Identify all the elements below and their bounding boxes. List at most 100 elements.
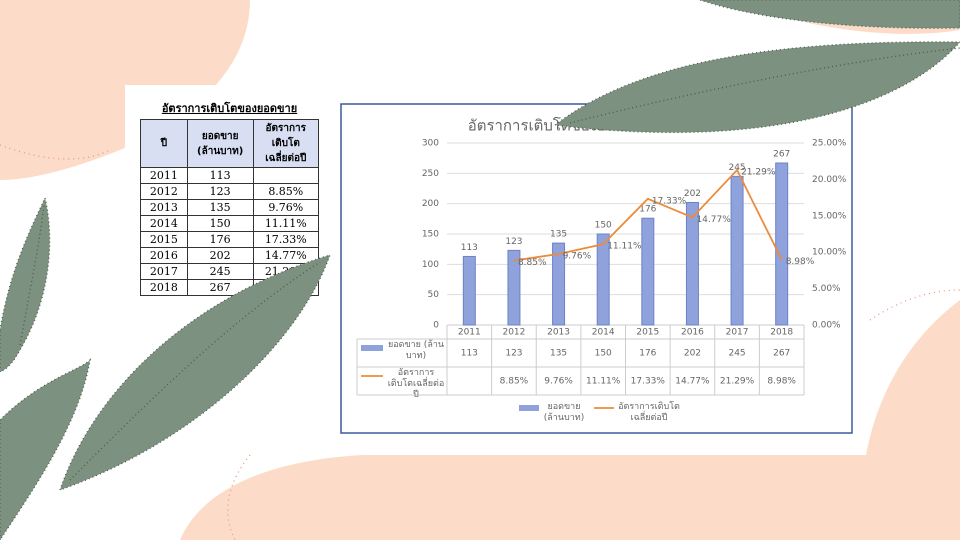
legend-key: [519, 405, 539, 411]
table-value: 113: [461, 349, 478, 359]
line-value-label: 9.76%: [563, 251, 592, 261]
row: 2016 202 14.77%: [140, 247, 320, 264]
legend-label: ยอดขาย (ล้านบาท): [543, 402, 585, 423]
bar-value-label: 267: [773, 150, 790, 160]
cell: [252, 167, 320, 184]
row: 2011 113: [140, 167, 320, 184]
header-line: ยอดขาย: [201, 130, 239, 142]
bar-value-label: 113: [461, 243, 478, 253]
table-value: 11.11%: [586, 377, 621, 387]
y-tick-label: 100: [422, 260, 439, 270]
header-line: (ล้านบาท): [197, 145, 244, 157]
x-tick-label: 2017: [726, 328, 749, 338]
y2-tick-label: 0.00%: [812, 321, 841, 331]
cell: 2013: [140, 199, 188, 216]
table-value: 8.98%: [767, 377, 796, 387]
row: 2017 245 21.29%: [140, 263, 320, 280]
cell: 9.76%: [252, 199, 320, 216]
cell: 11.11%: [252, 215, 320, 232]
cell: 21.29%: [252, 263, 320, 280]
y-tick-label: 0: [433, 321, 439, 331]
table-title: อัตราการเติบโตของยอดขาย: [161, 102, 298, 115]
table-row-label: อัตราการเติบโตเฉลี่ยต่อปี: [387, 368, 445, 400]
bar: [507, 249, 521, 326]
x-tick-label: 2012: [502, 328, 525, 338]
x-tick-label: 2015: [636, 328, 659, 338]
table-value: 202: [684, 349, 701, 359]
table-row-label: ยอดขาย (ล้านบาท): [387, 340, 445, 361]
cell: 176: [186, 231, 254, 248]
header-cell: อัตราการ เติบโต เฉลี่ยต่อปี: [252, 119, 320, 168]
header-line: ปี: [160, 138, 168, 149]
table-value: 245: [728, 349, 745, 359]
table-value: 21.29%: [720, 377, 755, 387]
bar: [552, 242, 566, 326]
y-tick-label: 300: [422, 139, 439, 149]
bar-value-label: 150: [595, 221, 612, 231]
bar-value-label: 123: [505, 237, 522, 247]
cell: 135: [186, 199, 254, 216]
cell: 2014: [140, 215, 188, 232]
header-cell: ยอดขาย (ล้านบาท): [186, 119, 254, 168]
line-value-label: 8.98%: [786, 257, 815, 267]
cell: 8.98%: [252, 279, 320, 296]
cell: 2015: [140, 231, 188, 248]
y2-tick-label: 10.00%: [812, 248, 847, 258]
table-value: 135: [550, 349, 567, 359]
cell: 2012: [140, 183, 188, 200]
x-tick-label: 2016: [681, 328, 704, 338]
y-tick-label: 250: [422, 169, 439, 179]
line: [513, 168, 783, 262]
y-tick-label: 200: [422, 199, 439, 209]
header-row: ปี ยอดขาย (ล้านบาท) อัตราการ เติบโต เฉลี่ยต่อ…: [140, 119, 320, 168]
cell: 2016: [140, 247, 188, 264]
line-value-label: 17.33%: [652, 196, 687, 206]
table-value: 17.33%: [631, 377, 666, 387]
table-value: 14.77%: [675, 377, 710, 387]
cell: 123: [186, 183, 254, 200]
x-tick-label: 2013: [547, 328, 570, 338]
table-legend-key: [361, 345, 383, 351]
bar-value-label: 245: [728, 163, 745, 173]
table-value: 176: [639, 349, 656, 359]
table: ปี ยอดขาย (ล้านบาท) อัตราการ เติบโต เฉลี่ยต่อ…: [140, 119, 320, 296]
cell: 245: [186, 263, 254, 280]
table-value: 8.85%: [500, 377, 529, 387]
cell: 113: [186, 167, 254, 184]
table-value: 9.76%: [544, 377, 573, 387]
row: 2018 267 8.98%: [140, 279, 320, 296]
y2-tick-label: 5.00%: [812, 284, 841, 294]
table-value: 267: [773, 349, 790, 359]
row: 2013 135 9.76%: [140, 199, 320, 216]
header-cell: ปี: [140, 119, 188, 168]
cell: 14.77%: [252, 247, 320, 264]
header-line: เติบโต: [271, 138, 300, 149]
row: 2012 123 8.85%: [140, 183, 320, 200]
y-tick-label: 50: [428, 290, 440, 300]
line-value-label: 11.11%: [607, 242, 642, 252]
y-tick-label: 150: [422, 230, 439, 240]
cell: 150: [186, 215, 254, 232]
y2-tick-label: 20.00%: [812, 175, 847, 185]
growth-table: อัตราการเติบโตของยอดขาย ปี ยอดขาย (ล้านบาท…: [140, 99, 320, 296]
cell: 8.85%: [252, 183, 320, 200]
table-value: 123: [505, 349, 522, 359]
cell: 2018: [140, 279, 188, 296]
line-value-label: 21.29%: [741, 168, 776, 178]
bar: [730, 175, 744, 326]
table-value: 150: [595, 349, 612, 359]
chart-frame: [340, 103, 853, 434]
cell: 2011: [140, 167, 188, 184]
y2-tick-label: 25.00%: [812, 139, 847, 149]
bar-value-label: 176: [639, 205, 656, 215]
bar-value-label: 202: [684, 189, 701, 199]
header-line: เฉลี่ยต่อปี: [265, 153, 307, 164]
cell: 17.33%: [252, 231, 320, 248]
bar-value-label: 135: [550, 230, 567, 240]
row: 2015 176 17.33%: [140, 231, 320, 248]
x-tick-label: 2018: [770, 328, 793, 338]
row: 2014 150 11.11%: [140, 215, 320, 232]
bar: [775, 162, 789, 326]
